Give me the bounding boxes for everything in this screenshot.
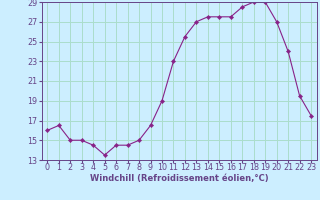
X-axis label: Windchill (Refroidissement éolien,°C): Windchill (Refroidissement éolien,°C) xyxy=(90,174,268,183)
